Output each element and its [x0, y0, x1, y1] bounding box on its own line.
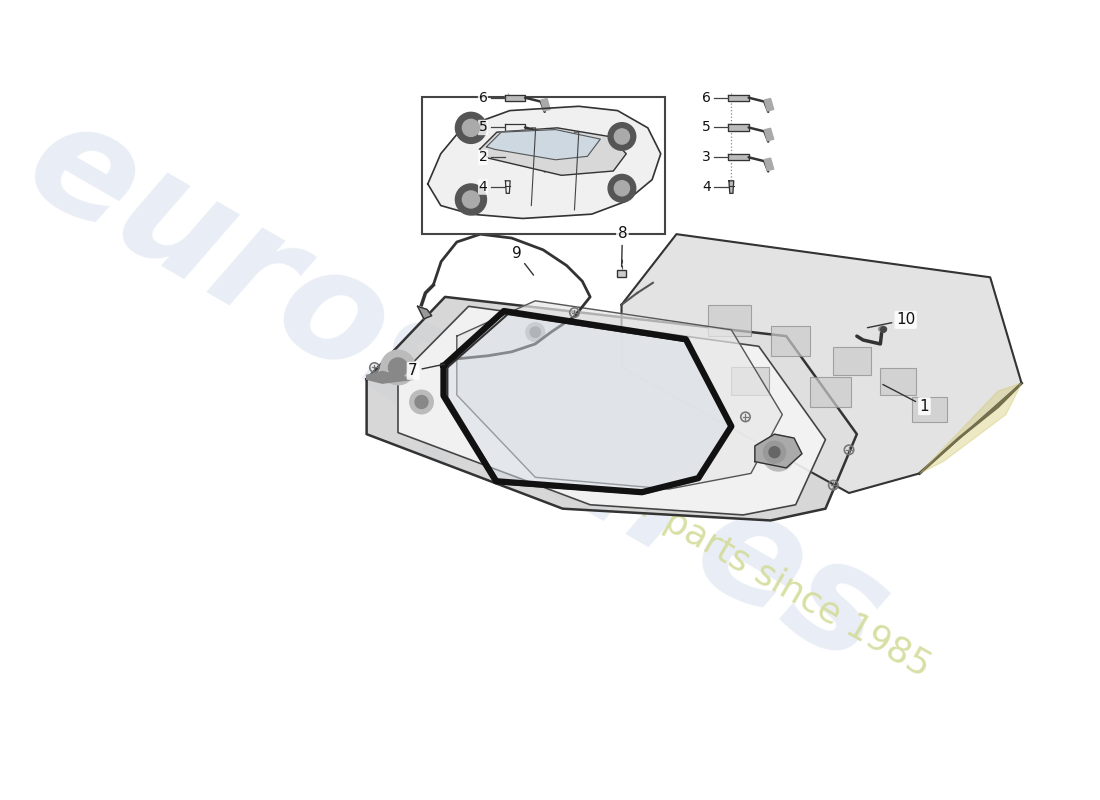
Circle shape	[769, 446, 780, 458]
Polygon shape	[366, 371, 414, 383]
Circle shape	[455, 184, 486, 215]
Text: 1: 1	[883, 385, 930, 414]
Circle shape	[462, 191, 480, 208]
Polygon shape	[456, 301, 782, 489]
Text: 6: 6	[702, 90, 711, 105]
Text: a passion for parts since 1985: a passion for parts since 1985	[448, 381, 937, 683]
Bar	[912, 397, 947, 422]
Circle shape	[763, 442, 785, 463]
Text: 4: 4	[702, 180, 711, 194]
Text: 9: 9	[512, 246, 534, 275]
Text: 8: 8	[617, 226, 627, 266]
Circle shape	[614, 129, 629, 144]
Polygon shape	[541, 128, 550, 141]
Polygon shape	[505, 154, 525, 161]
Text: 10: 10	[868, 312, 915, 328]
Circle shape	[614, 181, 629, 196]
Circle shape	[415, 395, 428, 409]
Polygon shape	[480, 128, 626, 175]
Bar	[617, 270, 626, 278]
Bar	[771, 326, 810, 356]
Polygon shape	[728, 124, 749, 130]
Polygon shape	[505, 94, 525, 101]
Circle shape	[410, 390, 433, 414]
Circle shape	[770, 446, 786, 464]
Circle shape	[608, 174, 636, 202]
Polygon shape	[398, 306, 825, 515]
Bar	[732, 367, 769, 395]
Bar	[834, 347, 871, 375]
Polygon shape	[621, 234, 1022, 493]
Circle shape	[530, 327, 540, 338]
Polygon shape	[486, 130, 601, 160]
Polygon shape	[428, 106, 661, 218]
Polygon shape	[418, 306, 431, 319]
Bar	[707, 305, 751, 336]
Polygon shape	[728, 154, 749, 161]
Polygon shape	[366, 297, 857, 521]
Bar	[880, 368, 915, 395]
Circle shape	[388, 358, 407, 377]
Polygon shape	[755, 434, 802, 468]
Circle shape	[608, 122, 636, 150]
Polygon shape	[729, 181, 734, 194]
Polygon shape	[728, 94, 749, 101]
Polygon shape	[920, 383, 1022, 474]
Text: 6: 6	[478, 90, 487, 105]
Text: 3: 3	[702, 150, 711, 164]
Polygon shape	[541, 158, 550, 170]
Circle shape	[381, 350, 415, 385]
Circle shape	[455, 112, 486, 143]
Text: 7: 7	[408, 363, 444, 378]
Polygon shape	[505, 181, 510, 194]
Circle shape	[462, 119, 480, 137]
Polygon shape	[505, 124, 525, 130]
Polygon shape	[764, 128, 773, 141]
Text: 5: 5	[478, 121, 487, 134]
Circle shape	[762, 440, 794, 471]
Polygon shape	[764, 158, 773, 170]
Text: 4: 4	[478, 180, 487, 194]
Polygon shape	[541, 98, 550, 111]
Text: 5: 5	[702, 121, 711, 134]
Text: 2: 2	[478, 150, 487, 164]
Circle shape	[526, 322, 544, 342]
Text: eurospares: eurospares	[1, 85, 912, 697]
Polygon shape	[764, 98, 773, 111]
Bar	[421, 97, 664, 234]
Polygon shape	[448, 314, 732, 494]
Ellipse shape	[879, 326, 887, 332]
Bar	[810, 377, 850, 406]
